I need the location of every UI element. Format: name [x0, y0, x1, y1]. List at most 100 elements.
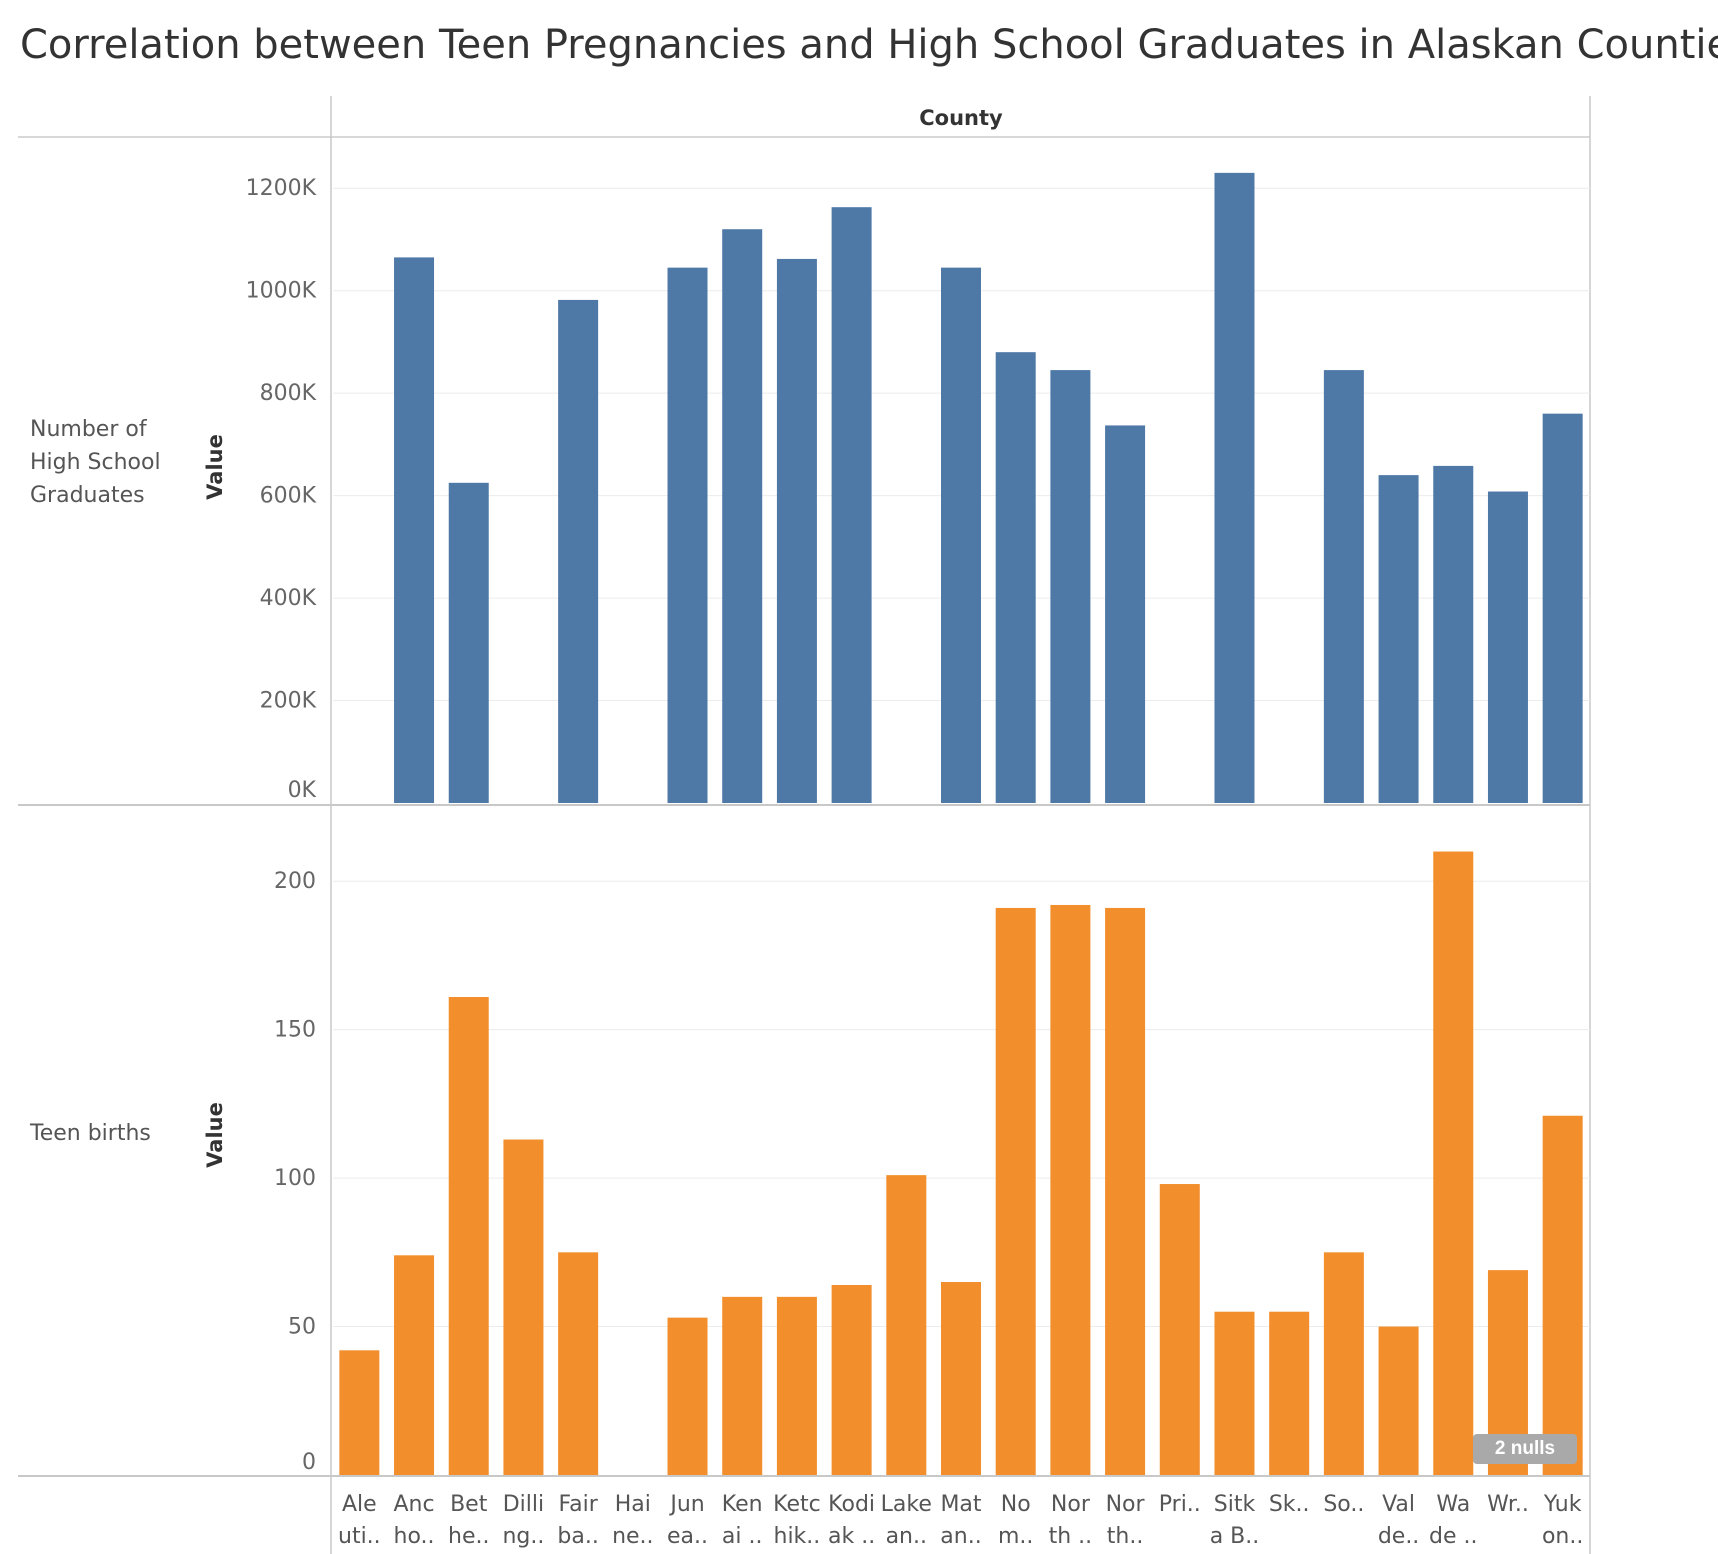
bar-teen-births[interactable]	[1433, 851, 1474, 1475]
bar-teen-births[interactable]	[394, 1255, 435, 1475]
bar-graduates[interactable]	[1323, 370, 1364, 803]
bar-teen-births[interactable]	[448, 997, 489, 1475]
y-tick-label: 200K	[260, 689, 317, 714]
bar-graduates[interactable]	[776, 258, 817, 804]
bar-graduates[interactable]	[394, 257, 435, 803]
y-tick-label: 1000K	[246, 279, 317, 304]
nulls-badge[interactable]: 2 nulls	[1473, 1434, 1577, 1464]
y-tick-label: 0	[302, 1450, 316, 1475]
row-label: Number of	[30, 417, 148, 442]
x-tick-label: ba..	[557, 1524, 598, 1549]
bar-graduates[interactable]	[1050, 370, 1091, 803]
x-tick-label: an..	[886, 1524, 927, 1549]
x-tick-label: Nor	[1051, 1492, 1091, 1517]
bar-graduates[interactable]	[722, 229, 763, 803]
x-tick-label: Sk..	[1269, 1492, 1310, 1517]
x-tick-label: Ken	[722, 1492, 763, 1517]
x-tick-label: Kodi	[828, 1492, 875, 1517]
bar-teen-births[interactable]	[1214, 1311, 1255, 1475]
x-tick-label: de ..	[1429, 1524, 1477, 1549]
y-tick-label: 100	[274, 1166, 316, 1191]
bar-graduates[interactable]	[1378, 475, 1419, 803]
x-tick-label: Ale	[342, 1492, 377, 1517]
bar-graduates[interactable]	[995, 352, 1036, 803]
x-tick-label: an..	[940, 1524, 981, 1549]
x-tick-label: So..	[1323, 1492, 1364, 1517]
bar-teen-births[interactable]	[1378, 1326, 1419, 1475]
x-tick-label: ho..	[394, 1524, 435, 1549]
x-tick-label: m..	[998, 1524, 1033, 1549]
x-tick-label: uti..	[338, 1524, 381, 1549]
y-tick-label: 1200K	[246, 176, 317, 201]
bar-teen-births[interactable]	[776, 1296, 817, 1475]
row-label: Teen births	[29, 1121, 151, 1146]
y-axis-title: Value	[203, 434, 227, 500]
x-tick-label: ng..	[502, 1524, 544, 1549]
bar-teen-births[interactable]	[558, 1252, 599, 1475]
x-tick-label: Hai	[615, 1492, 651, 1517]
bar-teen-births[interactable]	[1542, 1115, 1583, 1475]
x-tick-label: Ketc	[773, 1492, 821, 1517]
x-tick-label: hik..	[774, 1524, 821, 1549]
bar-teen-births[interactable]	[1105, 907, 1146, 1475]
x-tick-label: on..	[1542, 1524, 1583, 1549]
x-tick-label: Mat	[940, 1492, 981, 1517]
x-tick-label: Nor	[1106, 1492, 1146, 1517]
x-tick-label: ak ..	[828, 1524, 875, 1549]
bar-graduates[interactable]	[1542, 413, 1583, 803]
bar-teen-births[interactable]	[995, 907, 1036, 1475]
x-tick-label: Bet	[450, 1492, 488, 1517]
bar-teen-births[interactable]	[941, 1282, 981, 1475]
x-tick-label: Fair	[558, 1492, 598, 1517]
x-tick-label: ne..	[612, 1524, 653, 1549]
row-label: Graduates	[30, 483, 145, 508]
bar-graduates[interactable]	[1214, 172, 1255, 803]
y-tick-label: 150	[274, 1018, 316, 1043]
x-tick-label: ea..	[667, 1524, 708, 1549]
x-tick-label: a B..	[1210, 1524, 1260, 1549]
x-tick-label: Lake	[881, 1492, 932, 1517]
bar-teen-births[interactable]	[831, 1284, 872, 1475]
x-tick-label: Val	[1382, 1492, 1415, 1517]
bar-teen-births[interactable]	[1050, 904, 1091, 1475]
y-axis-title: Value	[203, 1102, 227, 1168]
x-tick-label: he..	[448, 1524, 489, 1549]
bar-teen-births[interactable]	[1269, 1311, 1310, 1475]
bar-graduates[interactable]	[1433, 465, 1474, 803]
bar-teen-births[interactable]	[1323, 1252, 1364, 1475]
bar-graduates[interactable]	[1105, 425, 1146, 803]
bar-teen-births[interactable]	[339, 1350, 380, 1475]
x-tick-label: Anc	[393, 1492, 434, 1517]
x-tick-label: de..	[1378, 1524, 1420, 1549]
bar-graduates[interactable]	[448, 482, 489, 803]
y-tick-label: 400K	[260, 586, 317, 611]
x-tick-label: No	[1001, 1492, 1031, 1517]
bar-teen-births[interactable]	[1159, 1184, 1200, 1475]
x-tick-label: ai ..	[722, 1524, 763, 1549]
x-tick-label: Wr..	[1487, 1492, 1529, 1517]
bar-teen-births[interactable]	[722, 1296, 763, 1475]
x-tick-label: Pri..	[1159, 1492, 1201, 1517]
x-tick-label: Sitk	[1214, 1492, 1256, 1517]
bar-teen-births[interactable]	[886, 1175, 927, 1475]
x-tick-label: Wa	[1436, 1492, 1470, 1517]
bar-graduates[interactable]	[831, 207, 872, 803]
bar-teen-births[interactable]	[667, 1317, 708, 1475]
bar-graduates[interactable]	[1487, 491, 1528, 803]
y-tick-label: 200	[274, 869, 316, 894]
column-header: County	[919, 106, 1003, 130]
y-tick-label: 0K	[288, 778, 317, 803]
bar-graduates[interactable]	[667, 267, 708, 804]
chart-title: Correlation between Teen Pregnancies and…	[20, 22, 1718, 68]
bar-teen-births[interactable]	[503, 1139, 544, 1475]
x-tick-label: th..	[1107, 1524, 1144, 1549]
row-label: High School	[30, 450, 161, 475]
x-tick-label: Dilli	[503, 1492, 544, 1517]
bar-graduates[interactable]	[941, 267, 981, 804]
x-tick-label: Jun	[668, 1492, 704, 1517]
x-tick-label: Yuk	[1543, 1492, 1582, 1517]
bar-graduates[interactable]	[558, 299, 599, 803]
y-tick-label: 800K	[260, 381, 317, 406]
y-tick-label: 50	[288, 1315, 316, 1340]
